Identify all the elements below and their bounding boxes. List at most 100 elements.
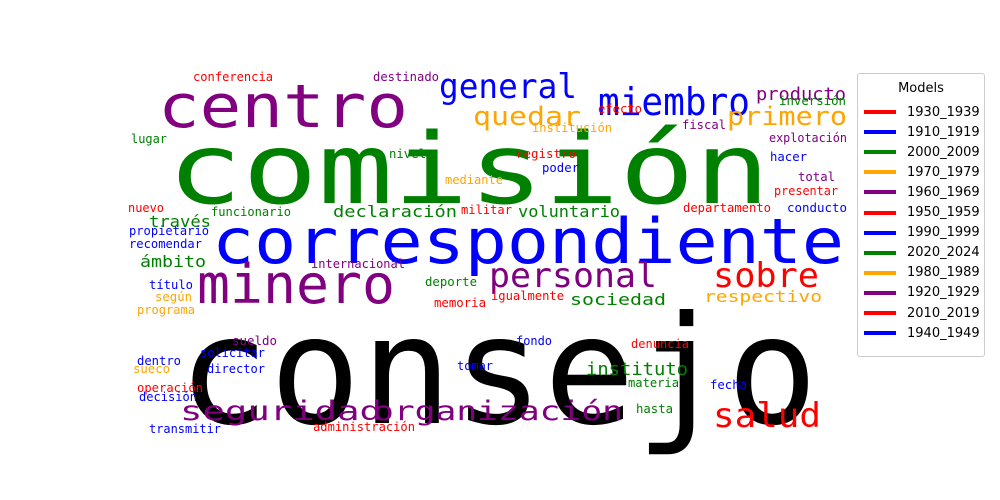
word-39: funcionario (211, 205, 291, 219)
legend-label: 1920_1929 (907, 285, 980, 301)
word-23: conferencia (193, 70, 273, 84)
legend-swatch (864, 250, 896, 255)
word-59: tomar (457, 359, 493, 373)
legend-entry: 2020_2024 (864, 243, 982, 263)
legend-swatch (864, 290, 896, 295)
legend-entry: 1960_1969 (864, 182, 982, 202)
word-7: general (439, 67, 577, 107)
word-5: minero (197, 253, 395, 316)
word-47: según (155, 290, 192, 304)
word-58: director (207, 362, 265, 376)
legend-label: 1940_1949 (907, 325, 980, 341)
word-12: organización (373, 396, 623, 427)
legend-label: 2010_2019 (907, 305, 980, 321)
legend-swatch (864, 331, 896, 336)
legend-swatch (864, 270, 896, 275)
word-40: militar (461, 203, 512, 217)
legend-swatch (864, 230, 896, 235)
legend-swatch (864, 150, 896, 155)
legend-label: 1950_1959 (907, 205, 980, 220)
legend-label: 2020_2024 (907, 245, 980, 261)
legend-entry: 1930_1939 (864, 102, 982, 122)
word-26: inversión (779, 94, 846, 108)
legend-entry: 1990_1999 (864, 223, 982, 243)
word-38: nuevo (128, 201, 164, 215)
word-4: centro (158, 72, 408, 142)
word-21: ámbito (140, 252, 206, 271)
legend-swatch (864, 190, 896, 195)
word-51: igualmente (491, 289, 564, 303)
legend-entry: 1950_1959 (864, 203, 982, 223)
word-61: decisión (139, 390, 197, 404)
word-54: fondo (516, 334, 552, 348)
word-29: explotación (769, 131, 847, 145)
word-2: comisión (167, 113, 770, 227)
word-8: personal (489, 256, 657, 296)
word-24: destinado (373, 70, 439, 84)
word-60: operación (137, 381, 203, 395)
word-18: sociedad (570, 290, 666, 309)
legend-label: 1970_1979 (907, 164, 980, 180)
word-64: hasta (636, 402, 673, 416)
legend-label: 1930_1939 (907, 104, 980, 120)
legend-entry: 1920_1929 (864, 283, 982, 303)
word-50: memoria (434, 296, 486, 310)
word-9: sobre (713, 256, 819, 296)
word-13: primero (727, 102, 847, 132)
legend-swatch (864, 130, 896, 135)
word-42: conducto (787, 201, 847, 215)
word-44: recomendar (129, 237, 202, 251)
word-11: seguridad (180, 396, 382, 427)
word-35: total (798, 170, 835, 184)
word-32: registro (516, 147, 576, 161)
word-56: dentro (137, 354, 181, 368)
word-57: sueco (133, 362, 170, 376)
word-34: hacer (770, 150, 807, 164)
legend-label: 1910_1919 (907, 124, 980, 140)
word-27: institución (532, 121, 612, 135)
word-36: mediante (445, 173, 503, 187)
word-48: programa (137, 303, 195, 317)
word-37: presentar (774, 184, 838, 198)
word-22: través (149, 212, 211, 231)
word-31: nivel (389, 147, 426, 161)
word-52: sueldo (232, 334, 277, 348)
legend-label: 1960_1969 (907, 184, 980, 200)
word-15: producto (756, 84, 846, 105)
legend-entry: 1980_1989 (864, 263, 982, 283)
legend-entry: 1910_1919 (864, 122, 982, 142)
word-53: solicitar (200, 346, 265, 360)
legend-label: 1980_1989 (907, 265, 980, 281)
word-65: transmitir (149, 422, 221, 436)
word-28: fiscal (682, 118, 726, 132)
word-19: declaración (333, 202, 457, 221)
legend-title: Models (898, 81, 944, 96)
word-63: fecha (710, 378, 747, 392)
legend-label: 2000_2009 (907, 144, 980, 160)
legend-swatch (864, 210, 896, 215)
legend-entry: 2000_2009 (864, 142, 982, 162)
legend-entry: 1970_1979 (864, 162, 982, 182)
word-3: correspondiente (212, 205, 844, 278)
legend-label: 1990_1999 (907, 225, 980, 241)
word-66: administración (313, 420, 415, 434)
word-6: miembro (598, 80, 750, 124)
legend-entry: 2010_2019 (864, 303, 982, 323)
word-55: denuncia (631, 337, 689, 351)
legend-swatch (864, 311, 896, 315)
word-1: consejo (178, 285, 818, 459)
legend-swatch (864, 170, 896, 175)
legend: Models 1930_1939 1910_1919 2000_2009 1970_1… (857, 73, 985, 357)
word-17: respectivo (704, 287, 822, 306)
word-25: efecto (598, 102, 642, 116)
word-20: voluntario (518, 202, 620, 221)
word-16: instituto (586, 359, 688, 380)
word-49: deporte (425, 275, 477, 289)
word-62: materia (628, 376, 679, 390)
legend-entry: 1940_1949 (864, 323, 982, 343)
word-45: internacional (311, 257, 405, 271)
word-30: lugar (131, 132, 167, 146)
word-33: poder (542, 161, 579, 175)
